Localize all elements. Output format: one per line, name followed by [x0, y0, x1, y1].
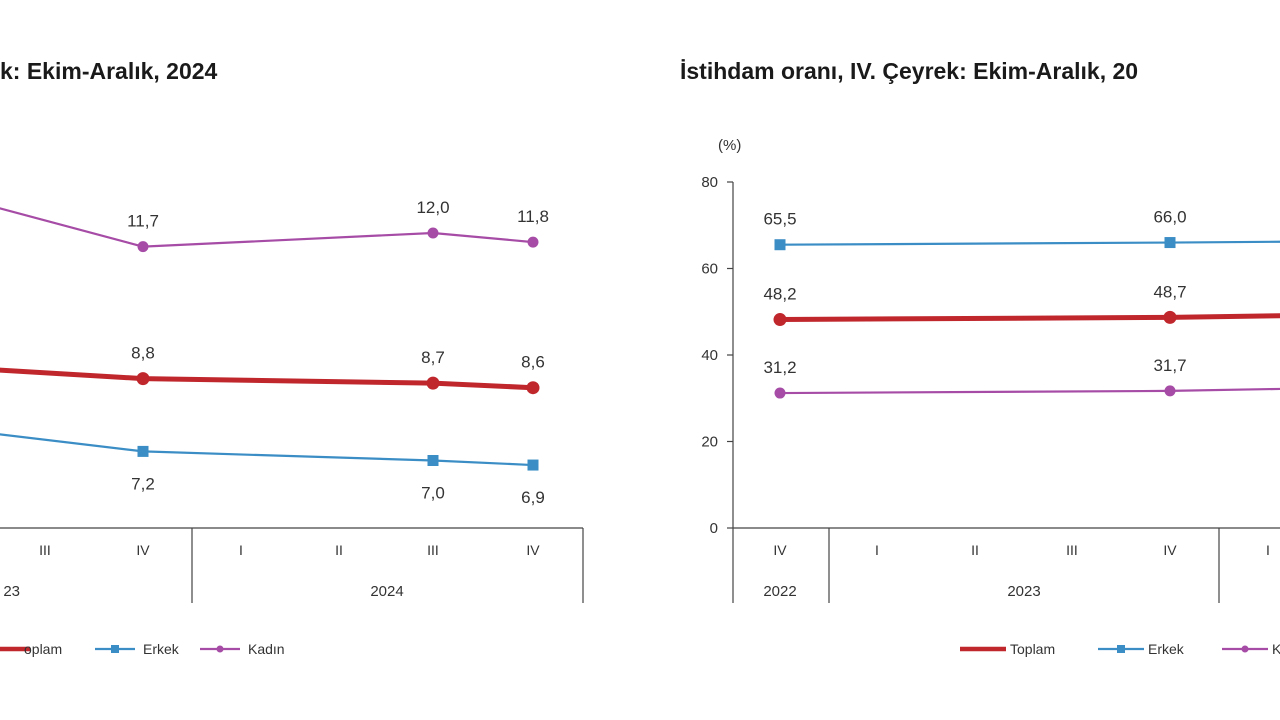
right-y-tick-label-1: 20 — [701, 434, 718, 451]
right-y-tick-label-0: 0 — [710, 520, 718, 537]
marker-toplam-right-0 — [1163, 310, 1177, 324]
left-category-label-5: IV — [526, 542, 540, 558]
left-year-label-1: 2024 — [370, 583, 403, 600]
right-year-label-1: 2023 — [1007, 583, 1040, 600]
marker-toplam-left-0 — [526, 381, 540, 395]
marker-erkek-left-1 — [527, 459, 539, 471]
legend-label-toplam-right: Toplam — [1010, 641, 1055, 657]
left-category-label-4: III — [427, 542, 439, 558]
marker-erkek-right-1 — [774, 239, 786, 251]
legend-marker-kad-n-right — [1241, 645, 1249, 653]
right-category-label-1: I — [875, 542, 879, 558]
left-year-label-0: 23 — [3, 583, 20, 600]
legend-marker-erkek-left — [111, 645, 119, 653]
left-category-label-0: III — [39, 542, 51, 558]
data-label-toplam-5: 8,6 — [521, 353, 545, 372]
legend-marker-erkek-right — [1117, 645, 1125, 653]
data-label-erkek-right-0: 65,5 — [763, 210, 796, 229]
left-category-label-3: II — [335, 542, 343, 558]
legend-label-erkek-right: Erkek — [1148, 641, 1185, 657]
series-line-kad-n — [0, 207, 535, 248]
legend-label-kad-n-right: K — [1272, 641, 1280, 657]
data-label-toplam-right-0: 48,2 — [763, 285, 796, 304]
marker-toplam-left-0 — [426, 376, 440, 390]
left-category-label-2: I — [239, 542, 243, 558]
right-y-tick-label-2: 40 — [701, 347, 718, 364]
marker-erkek-left-1 — [137, 445, 149, 457]
left-chart-title: k: Ekim-Aralık, 2024 — [0, 58, 218, 84]
marker-kad-n-right-2 — [774, 387, 786, 399]
data-label-erkek-4: 7,0 — [421, 484, 445, 503]
right-category-label-5: I — [1266, 542, 1270, 558]
data-label-erkek-5: 6,9 — [521, 488, 545, 507]
right-category-label-4: IV — [1163, 542, 1177, 558]
series-line-erkek-right — [778, 240, 1280, 246]
left-category-label-1: IV — [136, 542, 150, 558]
right-category-label-0: IV — [773, 542, 787, 558]
series-line-toplam — [0, 367, 536, 391]
series-line-kad-n-right — [778, 387, 1280, 395]
marker-toplam-left-0 — [136, 372, 150, 386]
legend-label-kad-n-left: Kadın — [248, 641, 285, 657]
data-label-kad-n-1: 11,7 — [127, 212, 159, 231]
right-y-tick-label-3: 60 — [701, 261, 718, 278]
series-line-erkek — [0, 433, 535, 467]
marker-kad-n-left-2 — [427, 227, 439, 239]
legend-label-toplam-left: oplam — [24, 641, 62, 657]
data-label-toplam-right-4: 48,7 — [1153, 282, 1186, 301]
data-label-toplam-4: 8,7 — [421, 348, 445, 367]
legend-marker-kad-n-left — [216, 645, 224, 653]
data-label-kad-n-right-0: 31,2 — [763, 358, 796, 377]
right-y-tick-label-4: 80 — [701, 174, 718, 191]
data-label-kad-n-4: 12,0 — [416, 198, 449, 217]
data-label-toplam-1: 8,8 — [131, 344, 155, 363]
right-unit-label: (%) — [718, 137, 741, 154]
data-label-erkek-1: 7,2 — [131, 474, 155, 493]
right-year-label-0: 2022 — [763, 583, 796, 600]
right-category-label-2: II — [971, 542, 979, 558]
series-line-toplam-right — [777, 313, 1280, 323]
data-label-kad-n-right-4: 31,7 — [1153, 356, 1186, 375]
marker-kad-n-left-2 — [137, 241, 149, 253]
legend-label-erkek-left: Erkek — [143, 641, 180, 657]
marker-toplam-right-0 — [773, 313, 787, 327]
marker-kad-n-left-2 — [527, 236, 539, 248]
data-label-kad-n-5: 11,8 — [517, 207, 549, 226]
data-label-erkek-right-4: 66,0 — [1153, 208, 1186, 227]
marker-erkek-left-1 — [427, 455, 439, 466]
right-chart-title: İstihdam oranı, IV. Çeyrek: Ekim-Aralık,… — [680, 58, 1139, 84]
marker-erkek-right-1 — [1164, 237, 1176, 249]
right-category-label-3: III — [1066, 542, 1078, 558]
marker-kad-n-right-2 — [1164, 385, 1176, 397]
